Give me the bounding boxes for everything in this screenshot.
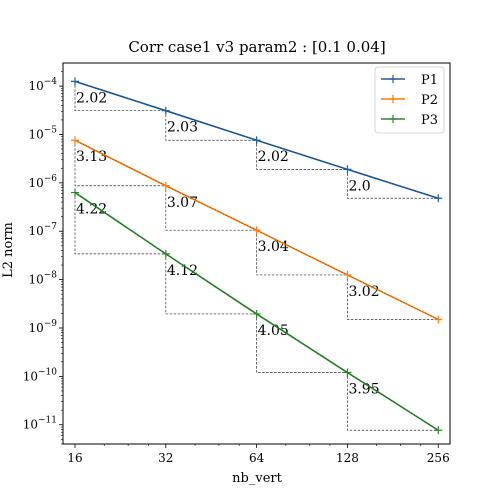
slope-label: 3.02 (348, 284, 379, 300)
data-point (343, 368, 352, 377)
series-lines (70, 77, 443, 435)
slope-label: 3.13 (76, 149, 107, 165)
series-overlay-p3 (74, 192, 439, 431)
slope-label: 3.04 (258, 239, 289, 255)
y-tick-label: 10−4 (28, 77, 57, 93)
data-point (252, 136, 261, 145)
slope-label: 4.05 (258, 323, 289, 339)
slope-triangle (256, 140, 348, 170)
legend-marker (389, 115, 397, 123)
x-tick-label: 32 (158, 451, 173, 465)
data-point (70, 77, 79, 86)
legend-marker (389, 75, 397, 83)
y-tick-label: 10−11 (23, 416, 57, 432)
y-tick-label: 10−10 (23, 367, 58, 383)
x-axis-label: nb_vert (232, 471, 282, 486)
y-tick-label: 10−8 (28, 271, 57, 287)
slope-triangle (347, 372, 439, 431)
slope-triangle (256, 230, 348, 276)
slope-label: 2.0 (348, 178, 370, 194)
slope-triangle (347, 274, 439, 320)
data-point (252, 226, 261, 235)
data-point (161, 106, 170, 115)
data-point (161, 249, 170, 258)
slope-triangle (347, 169, 439, 199)
legend-marker (389, 95, 397, 103)
slope-label: 2.02 (76, 90, 107, 106)
slope-triangle (165, 110, 257, 141)
x-tick-label: 256 (427, 451, 450, 465)
legend-label: P1 (421, 73, 438, 88)
slope-triangle (165, 185, 257, 231)
data-point (252, 309, 261, 318)
slope-label: 2.02 (258, 149, 289, 165)
chart-title: Corr case1 v3 param2 : [0.1 0.04] (128, 38, 385, 56)
slope-label: 4.12 (167, 263, 198, 279)
y-tick-label: 10−9 (28, 319, 57, 335)
slope-label: 3.95 (348, 382, 379, 398)
data-point (434, 315, 443, 324)
data-point (434, 194, 443, 203)
slope-label: 4.22 (76, 202, 107, 218)
data-point (70, 188, 79, 197)
y-tick-label: 10−6 (28, 174, 57, 190)
data-point (343, 270, 352, 279)
data-point (70, 136, 79, 145)
x-tick-label: 16 (67, 451, 82, 465)
data-point (343, 165, 352, 174)
slope-triangles: 2.02 2.03 2.02 2.0 3.13 3.07 3.04 3.02 4.22 4.12 4… (74, 81, 439, 431)
slope-label: 2.03 (167, 120, 198, 136)
data-point (161, 181, 170, 190)
legend-box (374, 66, 445, 134)
y-axis-label: L2 norm (1, 222, 16, 278)
slope-triangle (165, 253, 257, 315)
y-tick-label: 10−5 (28, 125, 57, 141)
legend: P1 P2 P3 (374, 66, 445, 134)
y-tick-label: 10−7 (28, 222, 57, 238)
series-overlay-p1 (74, 81, 439, 199)
legend-label: P2 (421, 93, 438, 108)
data-point (434, 426, 443, 435)
legend-label: P3 (421, 113, 438, 128)
axes: 16 32 64 128 256 10−4 10−5 10−6 10−7 10−8 10−9 10−1… (23, 71, 450, 465)
x-tick-label: 64 (249, 451, 265, 465)
slope-triangle (74, 81, 166, 112)
slope-triangle (74, 140, 166, 187)
slope-label: 3.07 (167, 195, 198, 211)
x-tick-label: 128 (336, 451, 359, 465)
slope-triangle (74, 192, 166, 255)
